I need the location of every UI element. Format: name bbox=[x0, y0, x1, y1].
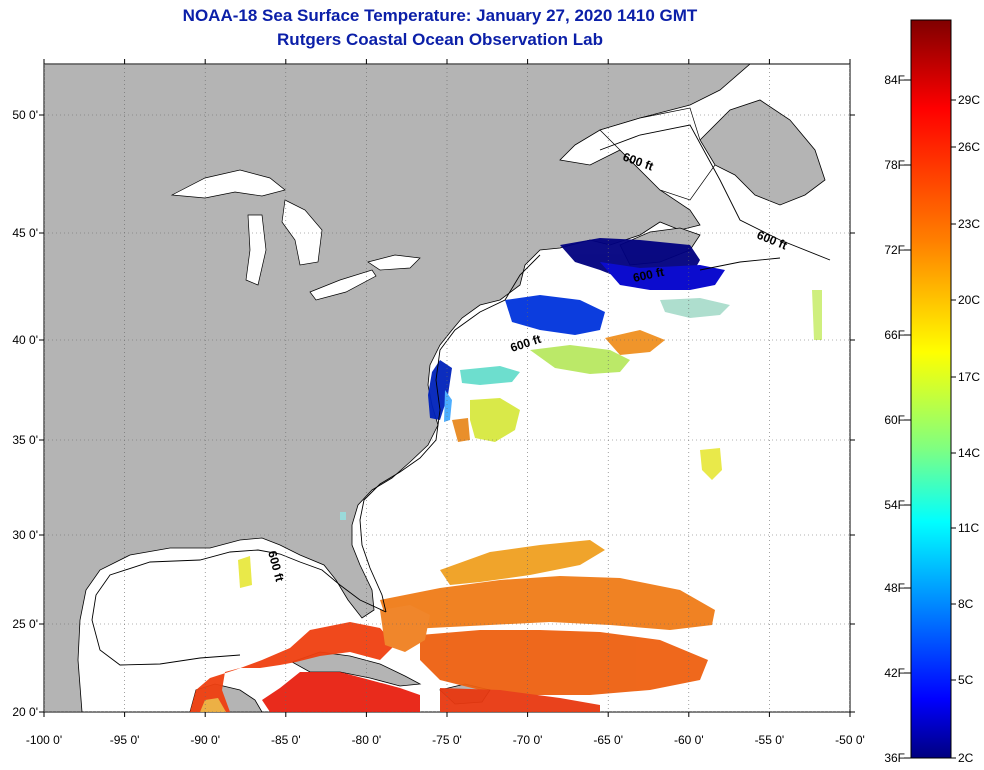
colorbar-f-label: 60F bbox=[884, 413, 905, 427]
colorbar-c-label: 23C bbox=[958, 217, 980, 231]
lake-erie bbox=[309, 269, 377, 301]
lon-label: -50 0' bbox=[835, 733, 865, 747]
lat-label: 45 0' bbox=[12, 226, 38, 240]
colorbar-c-label: 29C bbox=[958, 93, 980, 107]
lon-label: -70 0' bbox=[513, 733, 543, 747]
gulf-st-lawrence bbox=[599, 107, 716, 201]
lon-label: -65 0' bbox=[593, 733, 623, 747]
colorbar-c-label: 26C bbox=[958, 140, 980, 154]
land-newfoundland bbox=[699, 99, 826, 206]
colorbar-f-label: 66F bbox=[884, 328, 905, 342]
lat-label: 40 0' bbox=[12, 333, 38, 347]
lake-ontario bbox=[367, 254, 421, 271]
colorbar-f-label: 54F bbox=[884, 498, 905, 512]
600ft-contour bbox=[359, 254, 541, 613]
colorbar-c-label: 2C bbox=[958, 751, 974, 765]
lake-huron bbox=[281, 199, 323, 266]
lon-label: -55 0' bbox=[755, 733, 785, 747]
colorbar-c-label: 11C bbox=[958, 521, 979, 535]
lon-label: -80 0' bbox=[352, 733, 382, 747]
colorbar-f-label: 72F bbox=[884, 243, 905, 257]
lon-label: -60 0' bbox=[674, 733, 704, 747]
colorbar-f-label: 36F bbox=[884, 751, 905, 765]
sst-data bbox=[190, 238, 822, 712]
lon-label: -75 0' bbox=[432, 733, 462, 747]
lat-label: 35 0' bbox=[12, 433, 38, 447]
lat-label: 50 0' bbox=[12, 108, 38, 122]
colorbar-c-label: 20C bbox=[958, 293, 980, 307]
lat-label: 20 0' bbox=[12, 705, 38, 719]
colorbar-f-label: 78F bbox=[884, 158, 905, 172]
lon-label: -100 0' bbox=[26, 733, 62, 747]
lake-michigan bbox=[245, 214, 267, 286]
lat-label: 30 0' bbox=[12, 528, 38, 542]
colorbar-f-label: 84F bbox=[884, 73, 905, 87]
colorbar-c-label: 8C bbox=[958, 597, 974, 611]
colorbar-f-label: 42F bbox=[884, 666, 905, 680]
colorbar-c-label: 14C bbox=[958, 446, 980, 460]
colorbar bbox=[910, 19, 952, 759]
colorbar-c-label: 17C bbox=[958, 370, 980, 384]
lon-label: -95 0' bbox=[110, 733, 140, 747]
colorbar-f-label: 48F bbox=[884, 581, 905, 595]
lon-label: -85 0' bbox=[271, 733, 301, 747]
lat-label: 25 0' bbox=[12, 617, 38, 631]
contour-label: 600 ft bbox=[632, 265, 666, 285]
colorbar-c-label: 5C bbox=[958, 673, 974, 687]
lake-superior bbox=[170, 169, 286, 199]
map-subtitle: Rutgers Coastal Ocean Observation Lab bbox=[277, 30, 603, 49]
map-title: NOAA-18 Sea Surface Temperature: January… bbox=[182, 6, 698, 25]
lon-label: -90 0' bbox=[190, 733, 220, 747]
